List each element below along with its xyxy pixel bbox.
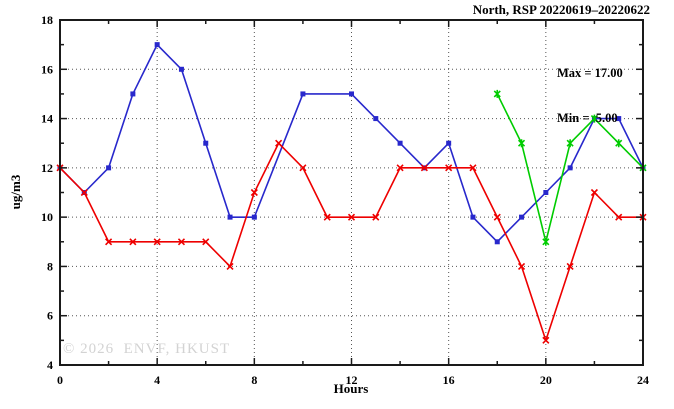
series-red-point	[202, 238, 210, 246]
series-blue-point	[446, 140, 452, 146]
y-tick-label: 18	[41, 13, 53, 27]
chart-title: North, RSP 20220619–20220622	[472, 2, 650, 17]
series-blue-point	[494, 239, 500, 245]
series-blue-point	[300, 91, 306, 97]
series-blue-point	[470, 214, 476, 220]
y-tick-label: 8	[47, 259, 53, 273]
series-red-point	[129, 238, 137, 246]
series-blue-point	[349, 91, 354, 97]
series-red-point	[420, 164, 428, 172]
series-red-point	[153, 238, 161, 246]
series-red-point	[542, 336, 550, 344]
series-blue-point	[519, 214, 525, 220]
series-red-point	[615, 213, 623, 221]
series-red-point	[566, 262, 574, 270]
watermark: © 2026 ENVF, HKUST	[63, 341, 231, 357]
series-green-point	[493, 89, 501, 98]
y-tick-label: 16	[41, 62, 53, 76]
series-green-point	[517, 139, 526, 148]
series-red-point	[590, 188, 598, 197]
series-red-point	[445, 164, 453, 172]
x-tick-label: 24	[637, 373, 649, 387]
series-blue-point	[567, 165, 573, 171]
y-axis-title: ug/m3	[8, 174, 23, 210]
y-tick-label: 12	[41, 161, 53, 175]
series-blue-point	[154, 42, 160, 48]
series-red-point	[517, 262, 526, 270]
min-value-label: Min = 5.00	[557, 111, 618, 125]
x-tick-label: 4	[154, 373, 160, 387]
x-tick-label: 0	[57, 373, 63, 387]
y-tick-label: 14	[41, 112, 53, 126]
x-tick-label: 16	[443, 373, 455, 387]
series-blue-point	[130, 91, 136, 97]
series-red-point	[226, 262, 234, 270]
series-red-point	[177, 238, 186, 246]
x-axis-title: Hours	[333, 381, 369, 396]
x-tick-label: 12	[346, 373, 358, 387]
series-blue-point	[397, 140, 403, 146]
stats-annotation: Max = 17.00 Min = 5.00	[557, 36, 623, 156]
y-tick-label: 4	[47, 358, 53, 372]
series-green-point	[615, 139, 623, 148]
series-red-point	[347, 213, 356, 221]
series-red-point	[299, 164, 307, 172]
series-blue-point	[178, 66, 184, 72]
series-red-point	[493, 213, 501, 221]
series-green-point	[590, 114, 598, 123]
y-tick-label: 10	[41, 210, 53, 224]
series-green-point	[566, 139, 574, 148]
series-blue-point	[616, 116, 622, 122]
x-tick-label: 20	[540, 373, 552, 387]
series-red-point	[80, 188, 88, 197]
series-blue-point	[373, 116, 379, 122]
series-blue-point	[227, 214, 233, 220]
max-value-label: Max = 17.00	[557, 66, 623, 80]
series-red-point	[469, 164, 477, 172]
series-red-point	[275, 139, 283, 147]
series-red-point	[396, 164, 404, 172]
series-red-point	[323, 213, 331, 221]
y-tick-label: 6	[47, 309, 53, 323]
series-blue-point	[251, 214, 257, 220]
series-green-point	[542, 237, 550, 246]
series-blue-point	[106, 165, 112, 171]
series-red-point	[250, 188, 258, 197]
series-blue-point	[543, 190, 549, 195]
x-tick-label: 8	[251, 373, 257, 387]
series-red-point	[105, 238, 113, 246]
series-red-point	[372, 213, 380, 221]
series-blue-point	[203, 140, 209, 146]
